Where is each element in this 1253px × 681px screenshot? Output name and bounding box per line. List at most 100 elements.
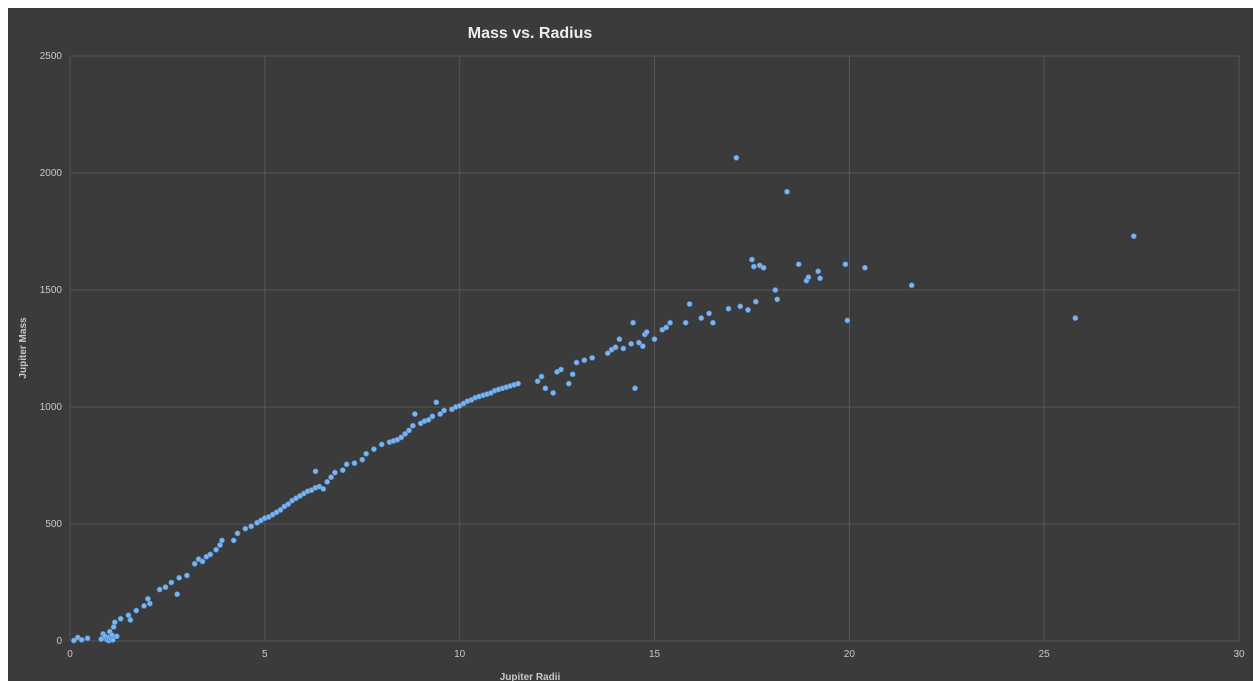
data-point (425, 416, 432, 423)
data-point (616, 336, 623, 343)
data-point (815, 268, 822, 275)
data-point (410, 422, 416, 429)
data-point (78, 636, 85, 643)
data-point (725, 305, 732, 312)
data-point (639, 343, 646, 350)
data-point (437, 411, 444, 417)
data-point (862, 264, 868, 271)
data-point (604, 350, 611, 357)
data-point (176, 574, 183, 581)
data-point (558, 366, 564, 373)
data-point (320, 485, 327, 492)
data-point (817, 275, 824, 282)
data-point (784, 188, 790, 195)
data-point (651, 336, 658, 343)
data-point (234, 530, 241, 537)
data-point (248, 523, 255, 530)
data-point (628, 340, 635, 347)
y-tick-label: 2000 (40, 168, 63, 179)
data-point (737, 303, 744, 310)
data-point (733, 154, 740, 161)
data-point (569, 371, 576, 378)
data-point (113, 633, 120, 640)
data-point (663, 324, 670, 331)
data-point (774, 296, 781, 303)
data-point (433, 399, 440, 406)
data-point (565, 380, 572, 387)
data-point (534, 378, 541, 385)
tick-labels: 0 500 1000 1500 2000 2500 0 5 10 15 20 25 30 (40, 51, 1245, 660)
x-tick-label: 5 (262, 649, 268, 660)
chart-title: Mass vs. Radius (468, 25, 593, 42)
data-point (183, 572, 190, 579)
data-point (429, 413, 436, 420)
data-point (359, 456, 366, 463)
data-point (127, 617, 134, 623)
data-point (1072, 315, 1079, 321)
x-tick-label: 20 (844, 649, 856, 660)
data-point (328, 474, 334, 481)
data-point (752, 298, 759, 305)
scatter-chart: 0 500 1000 1500 2000 2500 0 5 10 15 20 25 30 Mass vs… (8, 8, 1253, 681)
data-point (242, 525, 249, 532)
data-point (805, 274, 812, 281)
data-point (98, 636, 105, 643)
x-tick-label: 30 (1233, 649, 1245, 660)
data-point (117, 615, 124, 622)
data-point (199, 558, 206, 565)
data-point (332, 469, 338, 476)
data-point (844, 317, 851, 324)
x-tick-label: 25 (1039, 649, 1051, 660)
data-point (133, 607, 140, 614)
data-point (441, 407, 447, 414)
data-point (351, 460, 358, 467)
data-point (682, 319, 689, 326)
y-tick-label: 1500 (40, 285, 63, 296)
data-point (363, 450, 370, 457)
data-point (698, 315, 705, 321)
y-axis-label: Jupiter Mass (18, 317, 29, 379)
data-point (573, 359, 580, 366)
data-point (630, 319, 636, 326)
data-point (515, 380, 522, 387)
data-point (213, 546, 220, 553)
data-point (620, 345, 627, 352)
data-point (908, 282, 915, 289)
data-point (109, 632, 115, 639)
data-point (749, 256, 755, 263)
data-point (772, 287, 779, 293)
data-point (343, 461, 350, 468)
y-tick-label: 500 (45, 519, 62, 530)
data-point (636, 339, 642, 346)
data-point (632, 385, 638, 392)
data-point (110, 624, 117, 630)
data-point (745, 306, 751, 313)
data-point (550, 390, 557, 396)
data-point (162, 584, 169, 591)
data-point (667, 319, 673, 326)
x-tick-label: 15 (649, 649, 661, 660)
data-point (411, 411, 418, 417)
data-point (398, 434, 405, 441)
data-point (402, 431, 409, 437)
data-point (750, 263, 757, 270)
data-point (686, 301, 693, 307)
data-point (710, 319, 716, 326)
x-tick-label: 0 (67, 649, 73, 660)
data-point (111, 619, 118, 626)
data-point (371, 446, 377, 453)
data-point (589, 354, 596, 361)
data-point (277, 507, 284, 513)
data-point (219, 537, 225, 544)
x-axis-label: Jupiter Radii (500, 672, 561, 681)
data-point (842, 261, 849, 268)
data-point (795, 261, 802, 268)
data-point (406, 427, 412, 434)
data-point (706, 310, 712, 317)
data-point (207, 551, 214, 558)
data-point (612, 344, 619, 351)
data-point (339, 467, 346, 474)
y-tick-label: 0 (56, 636, 62, 647)
gridlines (69, 55, 1240, 642)
y-tick-label: 2500 (40, 51, 63, 62)
